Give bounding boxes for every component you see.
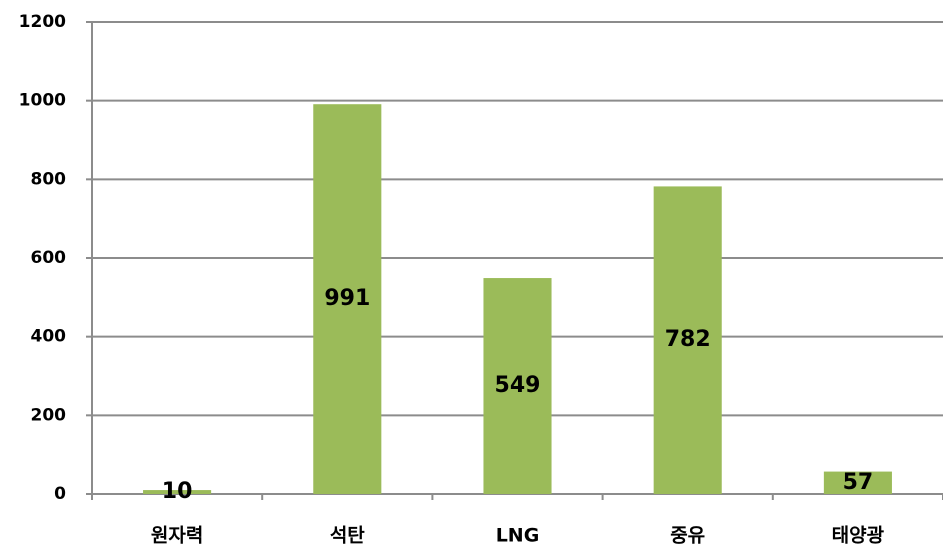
x-tick-label: 원자력 (151, 525, 203, 547)
bar (143, 490, 212, 494)
bar (313, 104, 382, 494)
y-tick-label: 1000 (19, 91, 66, 111)
x-tick-label: LNG (496, 525, 540, 547)
y-tick-label: 200 (31, 405, 67, 425)
x-tick-label: 석탄 (330, 525, 365, 547)
data-label: 10 (162, 479, 193, 504)
data-label: 57 (843, 470, 874, 495)
data-label: 991 (324, 286, 370, 311)
y-tick-label: 800 (31, 169, 67, 189)
y-tick-label: 400 (31, 327, 67, 347)
y-tick-label: 600 (31, 248, 67, 268)
x-tick-label: 태양광 (832, 525, 885, 547)
data-label: 549 (495, 373, 541, 398)
y-tick-label: 1200 (19, 12, 66, 32)
data-label: 782 (665, 327, 711, 352)
x-tick-label: 중유 (670, 525, 705, 547)
bar (653, 186, 722, 494)
bar (483, 278, 552, 494)
y-tick-label: 0 (54, 484, 66, 504)
bar (823, 471, 892, 494)
